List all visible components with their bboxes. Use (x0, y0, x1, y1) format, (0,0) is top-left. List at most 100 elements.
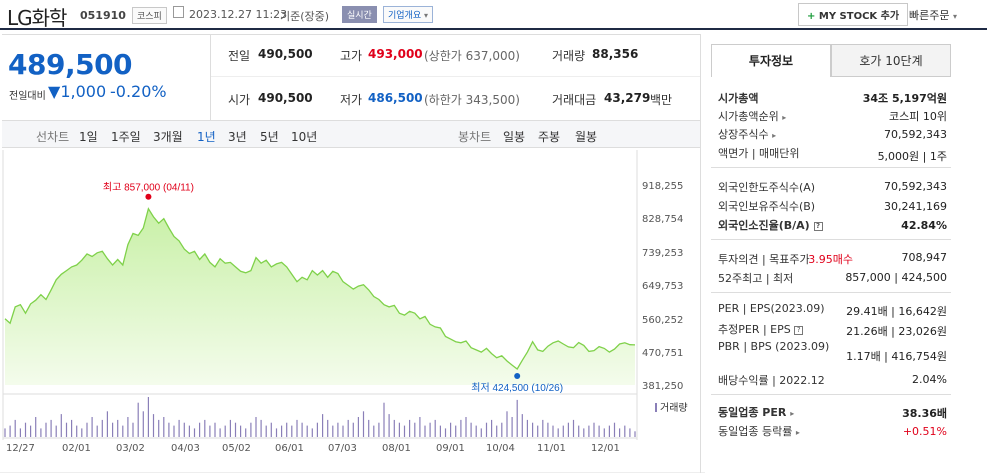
sector-change-text: 동일업종 등락률 (718, 425, 793, 438)
tab-weekly[interactable]: 주봉 (538, 130, 561, 144)
plus-icon: + (807, 11, 816, 22)
volume-bar (296, 419, 298, 437)
dividend-label: 배당수익률 | 2022.12 (718, 374, 825, 387)
tab-invest-info[interactable]: 투자정보 (711, 44, 831, 77)
volume-bar (337, 422, 339, 437)
volume-bar (613, 422, 616, 437)
sector-change-label[interactable]: 동일업종 등락률 ▸ (718, 423, 800, 439)
volume-bar (516, 399, 518, 437)
volume-bar (439, 425, 441, 437)
volume-bar (40, 428, 42, 437)
chevron-right-icon: ▸ (782, 113, 787, 122)
volume-bar (117, 419, 119, 437)
volume-bar (506, 411, 508, 437)
prev-close-label: 전일 (228, 49, 251, 63)
tab-orderbook[interactable]: 호가 10단계 (831, 44, 951, 77)
quick-order-link[interactable]: 빠른주문 ▾ (909, 7, 957, 23)
tab-3m[interactable]: 3개월 (153, 130, 183, 144)
volume-bar (106, 411, 108, 437)
volume-bar (127, 417, 129, 437)
y-tick: 381,250 (642, 381, 684, 392)
volume-bar (81, 428, 83, 437)
amount-unit: 백만 (650, 93, 673, 107)
company-overview-dropdown[interactable]: 기업개요 ▾ (383, 6, 434, 23)
help-icon[interactable]: ? (813, 221, 823, 231)
volume-bar (65, 422, 68, 437)
volume-bar (450, 422, 452, 437)
sector-per-label[interactable]: 동일업종 PER ▸ (718, 404, 794, 420)
realtime-badge[interactable]: 실시간 (342, 6, 377, 23)
datetime: 2023.12.27 11:23 (189, 8, 288, 21)
volume-bar (50, 419, 52, 437)
tab-daily[interactable]: 일봉 (503, 130, 526, 144)
volume-bar (491, 419, 493, 437)
volume-bar (9, 425, 11, 437)
volume-bar (562, 425, 564, 437)
volume-bar (629, 428, 631, 437)
volume-bar (429, 422, 431, 437)
tab-monthly[interactable]: 월봉 (575, 130, 598, 144)
52w-label: 52주최고 | 최저 (718, 272, 794, 285)
price-area-fill (5, 208, 635, 385)
candle-chart-label: 봉차트 (458, 130, 492, 144)
volume-bar (347, 419, 349, 437)
volume-bar (316, 422, 318, 437)
x-tick: 09/01 (436, 443, 465, 454)
down-arrow-icon: ▼ (48, 82, 61, 101)
volume-bar (96, 425, 98, 437)
pbr-bps-label: PBR | BPS (2023.09) (718, 340, 830, 353)
volume-bar (603, 428, 605, 437)
price-chart[interactable]: 최고 857,000 (04/11) 최저 424,500 (10/26) 거래… (0, 150, 705, 473)
opinion-value: 3.95매수 (808, 253, 853, 266)
volume-bar (470, 422, 472, 437)
volume-bar (511, 417, 513, 437)
volume-bar (281, 425, 283, 437)
volume-bar (291, 425, 293, 437)
volume-bar (199, 422, 201, 437)
sector-per-text: 동일업종 PER (718, 406, 787, 419)
volume-bar (419, 417, 421, 437)
pbr-bps-value: 1.17배 | 416,754원 (846, 350, 947, 363)
volume-bar (403, 425, 406, 437)
volume-bar (19, 428, 21, 437)
volume-bar (526, 419, 528, 437)
per-eps-label: PER | EPS(2023.09) (718, 302, 825, 315)
low-marker (514, 372, 521, 379)
dividend-value: 2.04% (912, 373, 947, 386)
volume-bar (265, 425, 267, 437)
upper-limit: (상한가 637,000) (424, 49, 520, 63)
chevron-right-icon: ▸ (795, 428, 800, 437)
volume-bar (55, 425, 57, 437)
volume-bar (60, 414, 62, 437)
y-tick: 828,754 (642, 214, 684, 225)
open-label: 시가 (228, 93, 251, 107)
market-cap-rank-label: 시가총액순위 ▸ (718, 108, 786, 124)
volume-bar (158, 419, 160, 437)
volume-bar (322, 414, 324, 437)
volume-value: 88,356 (592, 47, 639, 61)
volume-bar (532, 422, 534, 437)
overview-label: 기업개요 (388, 11, 422, 21)
volume-bar (137, 402, 139, 437)
volume-label: 거래량 (552, 49, 586, 63)
tab-1w[interactable]: 1주일 (111, 130, 141, 144)
tab-10y[interactable]: 10년 (291, 130, 318, 144)
volume-bar (168, 422, 170, 437)
volume-bar (224, 425, 226, 437)
volume-bar (619, 428, 621, 437)
market-cap-label: 시가총액 (718, 92, 759, 105)
help-icon[interactable]: ? (794, 325, 804, 335)
tab-3y[interactable]: 3년 (228, 130, 247, 144)
low-label: 저가 (340, 93, 363, 107)
tab-5y[interactable]: 5년 (260, 130, 279, 144)
company-name[interactable]: LG화학 (7, 6, 67, 30)
volume-bar (71, 419, 73, 437)
volume-bar (229, 419, 231, 437)
basis-text: 기준(장중) (280, 10, 330, 23)
chevron-down-icon: ▾ (424, 11, 429, 20)
divider (711, 292, 951, 293)
foreign-ratio-label: 외국인소진율(B/A) ? (718, 217, 823, 233)
tab-1d[interactable]: 1일 (79, 130, 98, 144)
tab-1y[interactable]: 1년 (197, 130, 216, 144)
add-mystock-button[interactable]: + MY STOCK 추가 (798, 3, 909, 26)
